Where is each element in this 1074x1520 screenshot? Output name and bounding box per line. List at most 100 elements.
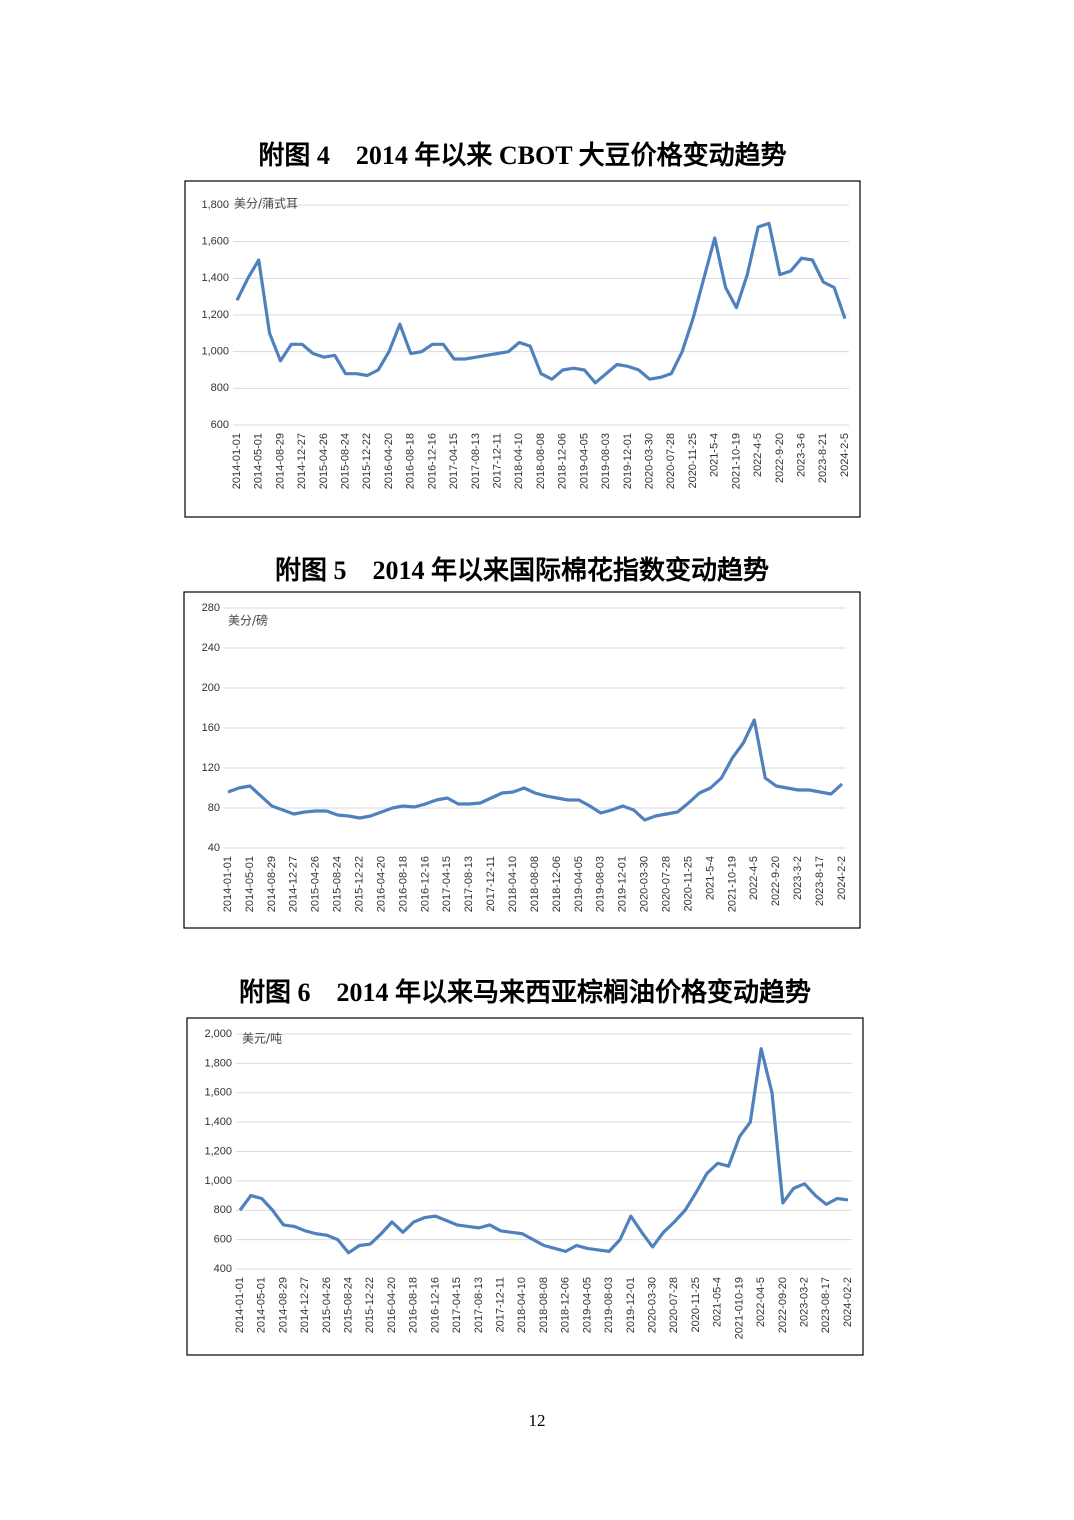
y-tick-label: 600 <box>214 1234 232 1246</box>
x-tick-label: 2024-2-2 <box>836 856 848 900</box>
line <box>235 221 847 385</box>
x-tick-label: 2017-08-13 <box>463 856 475 912</box>
unit-label: 美元/吨 <box>242 1032 282 1046</box>
x-tick-label: 2017-12-11 <box>485 856 497 911</box>
y-tick-label: 1,600 <box>204 1087 232 1099</box>
x-tick-label: 2015-12-22 <box>361 433 373 489</box>
x-tick-label: 2023-08-17 <box>820 1277 832 1333</box>
y-tick-label: 1,000 <box>204 1175 232 1187</box>
x-tick-label: 2016-12-16 <box>429 1277 441 1333</box>
x-tick-label: 2020-11-25 <box>690 1277 702 1332</box>
x-tick-label: 2014-08-29 <box>277 1277 289 1333</box>
x-tick-label: 2017-08-13 <box>470 433 482 489</box>
x-tick-label: 2014-08-29 <box>274 433 286 489</box>
x-tick-label: 2022-9-20 <box>770 856 782 906</box>
x-tick-label: 2014-12-27 <box>296 433 308 489</box>
y-tick-label: 280 <box>202 602 220 614</box>
x-tick-label: 2016-04-20 <box>383 433 395 489</box>
x-tick-label: 2014-05-01 <box>244 856 256 912</box>
y-tick-label: 800 <box>214 1204 232 1216</box>
x-tick-label: 2020-07-28 <box>665 433 677 489</box>
x-tick-label: 2016-12-16 <box>419 856 431 912</box>
x-tick-label: 2023-8-21 <box>817 433 829 483</box>
x-tick-label: 2016-08-18 <box>397 856 409 912</box>
x-tick-label: 2018-08-08 <box>529 856 541 912</box>
unit-label: 美分/磅 <box>228 613 268 628</box>
x-tick-label: 2023-8-17 <box>814 856 826 906</box>
x-tick-label: 2020-03-30 <box>646 1277 658 1333</box>
x-tick-label: 2017-12-11 <box>491 433 503 488</box>
x-tick-label: 2021-5-4 <box>709 433 721 477</box>
chart-frame <box>184 180 861 518</box>
x-tick-label: 2024-02-2 <box>842 1277 854 1327</box>
x-tick-label: 2020-03-30 <box>639 856 651 912</box>
x-tick-label: 2014-05-01 <box>256 1277 268 1333</box>
x-tick-label: 2017-08-13 <box>473 1277 485 1333</box>
y-tick-label: 1,200 <box>201 309 229 321</box>
x-tick-label: 2015-04-26 <box>310 856 322 912</box>
y-tick-label: 800 <box>211 382 229 394</box>
x-tick-label: 2016-04-20 <box>386 1277 398 1333</box>
x-tick-label: 2015-04-26 <box>321 1277 333 1333</box>
x-tick-label: 2014-12-27 <box>288 856 300 912</box>
line <box>238 1047 849 1255</box>
x-tick-label: 2022-4-5 <box>752 433 764 477</box>
x-tick-label: 2018-08-08 <box>535 433 547 489</box>
y-tick-label: 1,000 <box>201 346 229 358</box>
x-tick-label: 2021-05-4 <box>712 1277 724 1327</box>
x-tick-label: 2016-12-16 <box>426 433 438 489</box>
x-tick-label: 2019-08-03 <box>600 433 612 489</box>
y-tick-label: 1,600 <box>201 236 229 248</box>
x-tick-label: 2015-08-24 <box>332 856 344 912</box>
y-tick-label: 400 <box>214 1263 232 1275</box>
chart-title: 附图 5 2014 年以来国际棉花指数变动趋势 <box>275 555 769 585</box>
x-tick-label: 2018-12-06 <box>551 856 563 912</box>
x-tick-label: 2018-08-08 <box>538 1277 550 1333</box>
x-tick-label: 2014-01-01 <box>222 856 234 912</box>
x-tick-label: 2019-04-05 <box>578 433 590 489</box>
x-tick-label: 2022-09-20 <box>777 1277 789 1333</box>
x-tick-label: 2018-04-10 <box>513 433 525 489</box>
x-tick-label: 2019-12-01 <box>617 856 629 912</box>
y-tick-label: 40 <box>208 842 220 854</box>
x-tick-label: 2018-04-10 <box>516 1277 528 1333</box>
unit-label: 美分/蒲式耳 <box>234 197 298 211</box>
x-tick-label: 2014-08-29 <box>266 856 278 912</box>
y-tick-label: 160 <box>202 722 220 734</box>
x-tick-label: 2015-04-26 <box>318 433 330 489</box>
x-tick-label: 2020-11-25 <box>687 433 699 488</box>
y-tick-label: 80 <box>208 802 220 814</box>
x-tick-label: 2019-04-05 <box>573 856 585 912</box>
x-tick-label: 2015-08-24 <box>339 433 351 489</box>
chart-frame <box>186 1017 864 1356</box>
chart-frame <box>183 591 861 929</box>
y-tick-label: 200 <box>202 682 220 694</box>
x-tick-label: 2017-04-15 <box>441 856 453 912</box>
x-tick-label: 2014-01-01 <box>231 433 243 489</box>
x-tick-label: 2019-08-03 <box>595 856 607 912</box>
x-tick-label: 2021-010-19 <box>733 1277 745 1339</box>
x-tick-label: 2023-3-6 <box>795 433 807 477</box>
x-tick-label: 2014-01-01 <box>234 1277 246 1333</box>
x-tick-label: 2019-04-05 <box>581 1277 593 1333</box>
x-tick-label: 2017-12-11 <box>494 1277 506 1332</box>
y-tick-label: 1,400 <box>201 272 229 284</box>
x-tick-label: 2016-04-20 <box>375 856 387 912</box>
x-tick-label: 2014-12-27 <box>299 1277 311 1333</box>
chart-title: 附图 4 2014 年以来 CBOT 大豆价格变动趋势 <box>258 140 786 170</box>
x-tick-label: 2018-12-06 <box>557 433 569 489</box>
x-tick-label: 2019-08-03 <box>603 1277 615 1333</box>
chart-title: 附图 6 2014 年以来马来西亚棕榈油价格变动趋势 <box>239 977 811 1007</box>
x-tick-label: 2021-5-4 <box>704 856 716 900</box>
y-tick-label: 1,400 <box>204 1116 232 1128</box>
y-tick-label: 600 <box>211 419 229 431</box>
x-tick-label: 2015-12-22 <box>353 856 365 912</box>
x-tick-label: 2017-04-15 <box>451 1277 463 1333</box>
x-tick-label: 2018-04-10 <box>507 856 519 912</box>
y-tick-label: 120 <box>202 762 220 774</box>
y-tick-label: 240 <box>202 642 220 654</box>
x-tick-label: 2022-4-5 <box>748 856 760 900</box>
y-tick-label: 2,000 <box>204 1028 232 1040</box>
x-tick-label: 2015-08-24 <box>342 1277 354 1333</box>
